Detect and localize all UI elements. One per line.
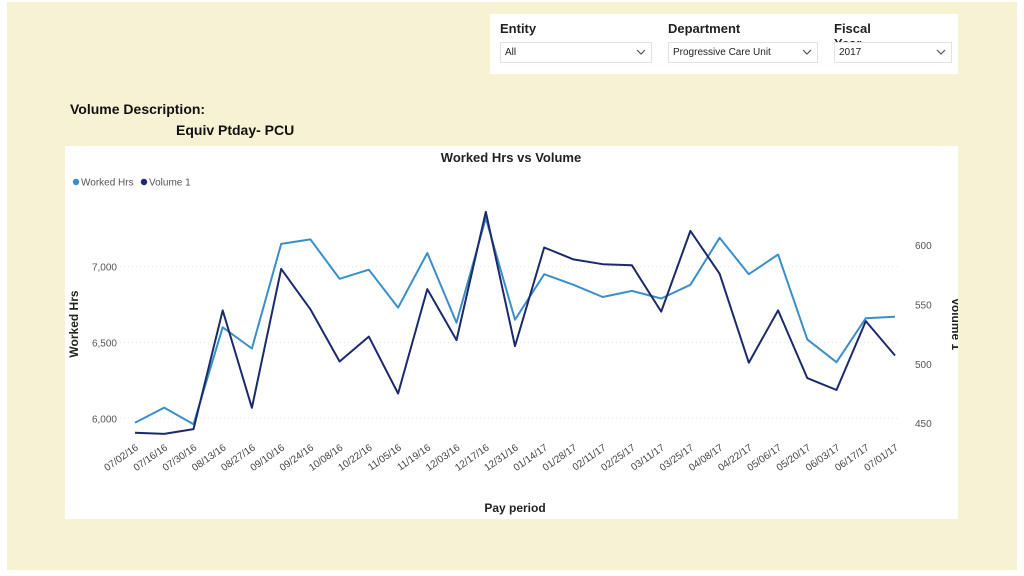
- fiscal-year-dropdown[interactable]: 2017: [834, 42, 952, 63]
- department-dropdown[interactable]: Progressive Care Unit: [668, 42, 818, 63]
- x-axis-title: Pay period: [484, 501, 545, 515]
- entity-slicer-label: Entity: [500, 21, 537, 36]
- y2-tick-label: 500: [915, 360, 932, 371]
- chevron-down-icon: [636, 49, 646, 55]
- y2-tick-label: 600: [915, 241, 932, 252]
- y-tick-label: 6,000: [92, 414, 117, 425]
- legend-label-0: Worked Hrs: [81, 178, 134, 189]
- legend-marker-1: [140, 178, 148, 186]
- fiscal-year-dropdown-value: 2017: [839, 47, 862, 58]
- y2-tick-label: 450: [915, 419, 932, 430]
- y2-axis-title: Volume 1: [949, 298, 958, 351]
- series-line-volume-1: [134, 210, 896, 435]
- department-dropdown-value: Progressive Care Unit: [673, 47, 771, 58]
- legend-label-1: Volume 1: [149, 178, 191, 189]
- chevron-down-icon: [802, 49, 812, 55]
- entity-dropdown[interactable]: All: [500, 42, 652, 63]
- series-line-worked-hrs: [134, 217, 896, 426]
- y-tick-label: 7,000: [92, 263, 117, 274]
- chart-title: Worked Hrs vs Volume: [441, 150, 581, 165]
- y-axis-title: Worked Hrs: [67, 290, 81, 357]
- line-chart-panel: Worked Hrs vs Volume Worked Hrs Volume 1 6,…: [65, 146, 958, 519]
- department-slicer-label: Department: [668, 21, 741, 36]
- worked-hrs-vs-volume-chart: Worked Hrs vs Volume Worked Hrs Volume 1 6,…: [67, 150, 958, 515]
- y-tick-label: 6,500: [92, 338, 117, 349]
- legend-marker-0: [72, 178, 80, 186]
- volume-description-label: Volume Description:: [70, 101, 206, 117]
- filter-panel: Entity All Department Progressive Care U…: [490, 14, 958, 74]
- chevron-down-icon: [936, 49, 946, 55]
- volume-description-value: Equiv Ptday- PCU: [176, 122, 295, 138]
- entity-dropdown-value: All: [505, 47, 517, 58]
- y2-tick-label: 550: [915, 301, 932, 312]
